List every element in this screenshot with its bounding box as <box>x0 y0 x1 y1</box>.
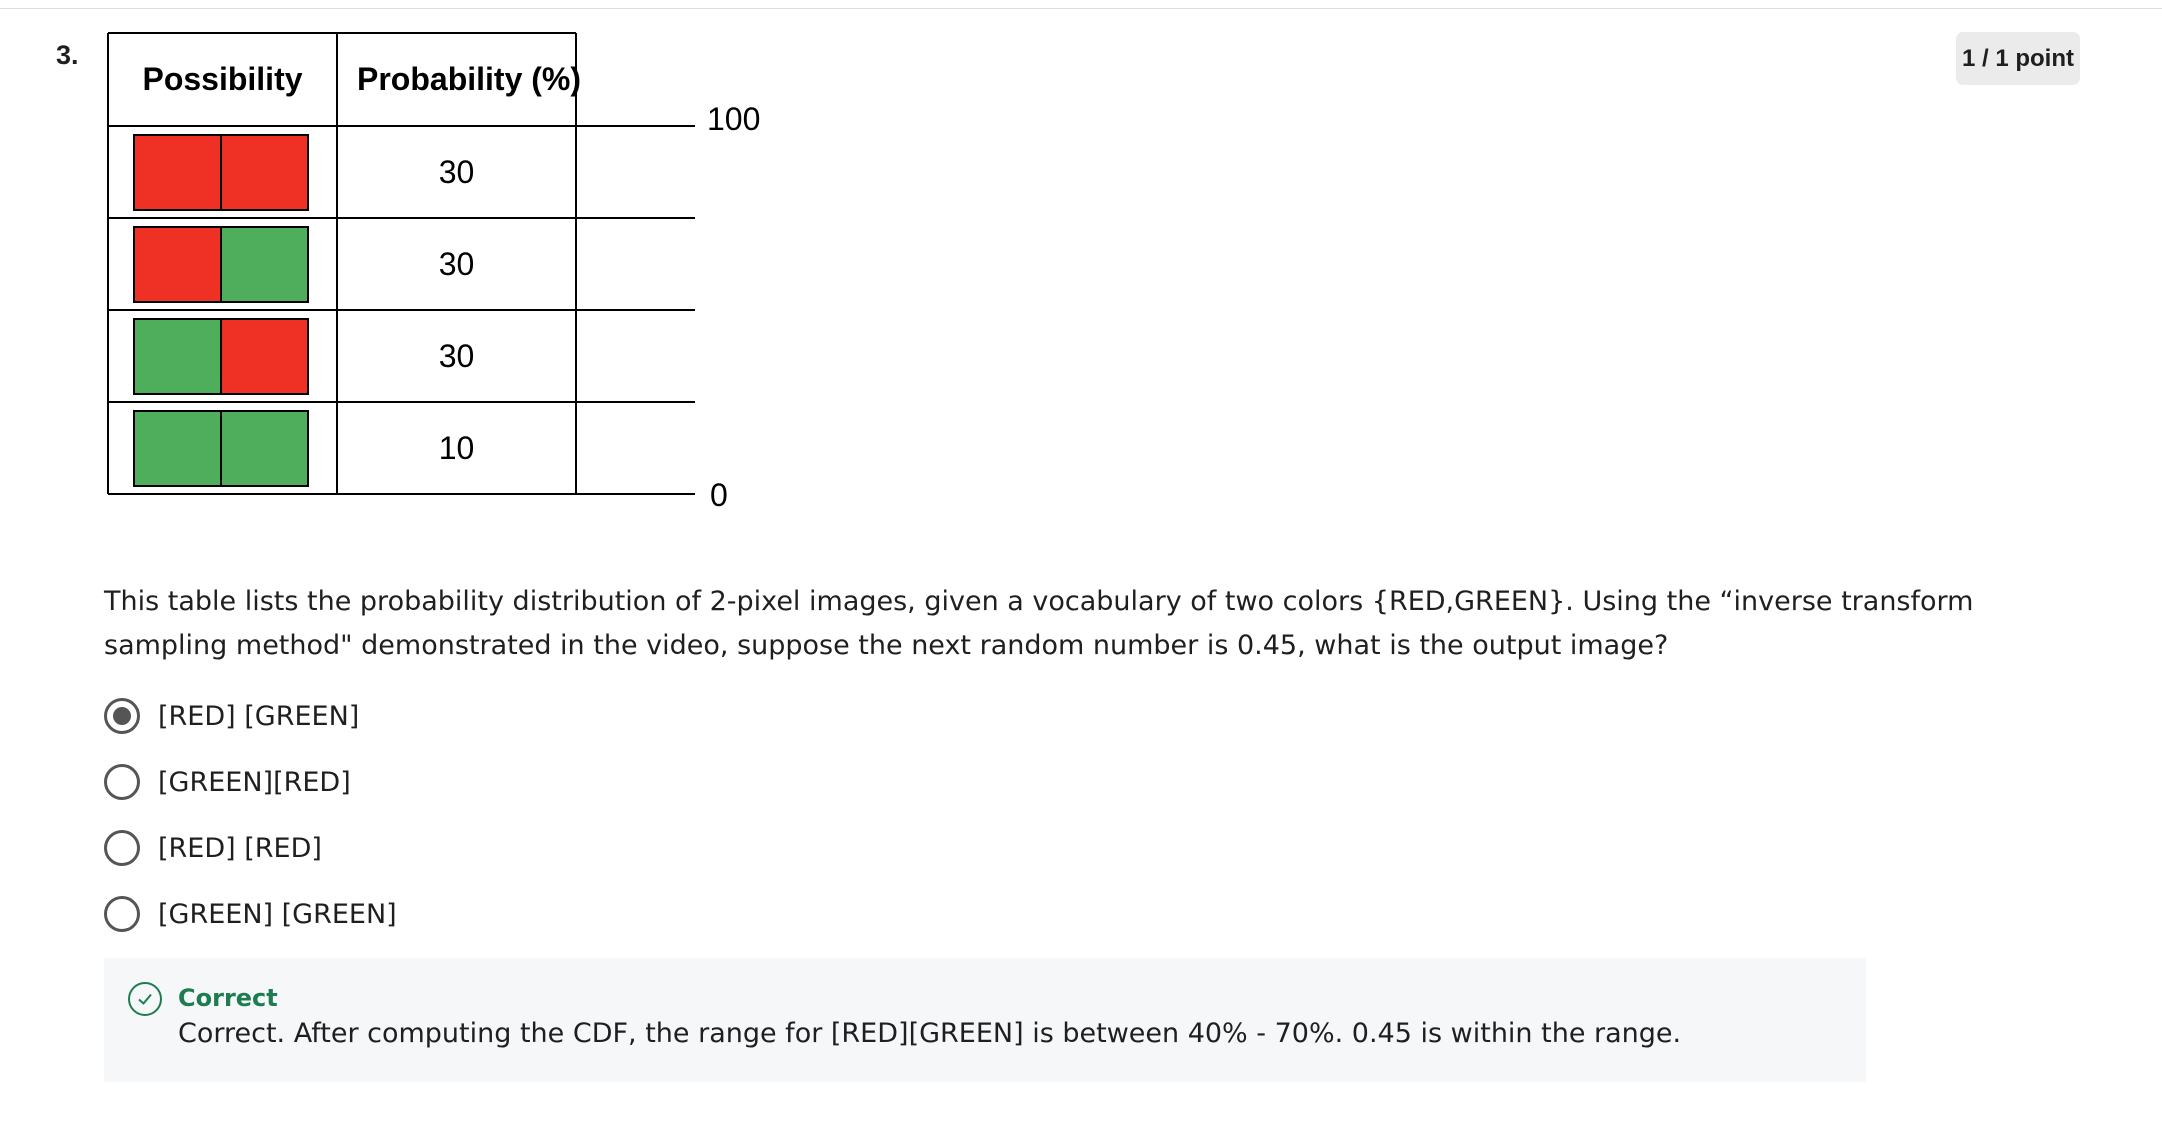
scale-label-top: 100 <box>707 101 760 137</box>
top-divider <box>0 8 2162 9</box>
probability-table-figure: Possibility Probability (%) 30 30 30 10 100 0 <box>107 32 808 513</box>
option-label: [RED] [RED] <box>158 832 322 864</box>
probability-value: 30 <box>439 338 475 374</box>
table-header-possibility: Possibility <box>142 61 302 97</box>
pixel-green <box>133 410 222 487</box>
pixel-green <box>220 226 309 303</box>
feedback-text: Correct. After computing the CDF, the ra… <box>178 1018 1682 1049</box>
pixel-red <box>133 134 222 211</box>
feedback-title: Correct <box>178 984 278 1012</box>
option-1[interactable]: [RED] [GREEN] <box>104 696 359 736</box>
probability-value: 10 <box>439 430 475 466</box>
table-header-probability: Probability (%) <box>357 61 581 97</box>
question-text-line-1: This table lists the probability distrib… <box>104 586 1974 617</box>
question-text-line-2: sampling method" demonstrated in the vid… <box>104 630 1669 661</box>
option-label: [RED] [GREEN] <box>158 700 360 732</box>
points-badge: 1 / 1 point <box>1956 32 2080 85</box>
pixel-red <box>133 226 222 303</box>
radio-button[interactable] <box>104 764 140 800</box>
radio-button[interactable] <box>104 698 140 734</box>
pixel-green <box>133 318 222 395</box>
pixel-green <box>220 410 309 487</box>
pixel-red <box>220 318 309 395</box>
option-label: [GREEN][RED] <box>158 766 351 798</box>
checkmark-icon <box>138 993 152 1005</box>
question-text: This table lists the probability distrib… <box>104 580 1974 668</box>
feedback-panel: Correct Correct. After computing the CDF… <box>104 958 1866 1082</box>
option-4[interactable]: [GREEN] [GREEN] <box>104 894 397 934</box>
scale-label-bottom: 0 <box>710 477 728 513</box>
probability-value: 30 <box>439 246 475 282</box>
radio-button[interactable] <box>104 896 140 932</box>
question-number: 3. <box>56 40 79 70</box>
probability-table: Possibility Probability (%) 30 30 30 10 100 0 <box>107 32 760 513</box>
option-2[interactable]: [GREEN][RED] <box>104 762 351 802</box>
check-circle-icon <box>128 982 162 1016</box>
option-label: [GREEN] [GREEN] <box>158 898 397 930</box>
pixel-red <box>220 134 309 211</box>
option-3[interactable]: [RED] [RED] <box>104 828 322 868</box>
probability-value: 30 <box>439 154 475 190</box>
radio-button[interactable] <box>104 830 140 866</box>
